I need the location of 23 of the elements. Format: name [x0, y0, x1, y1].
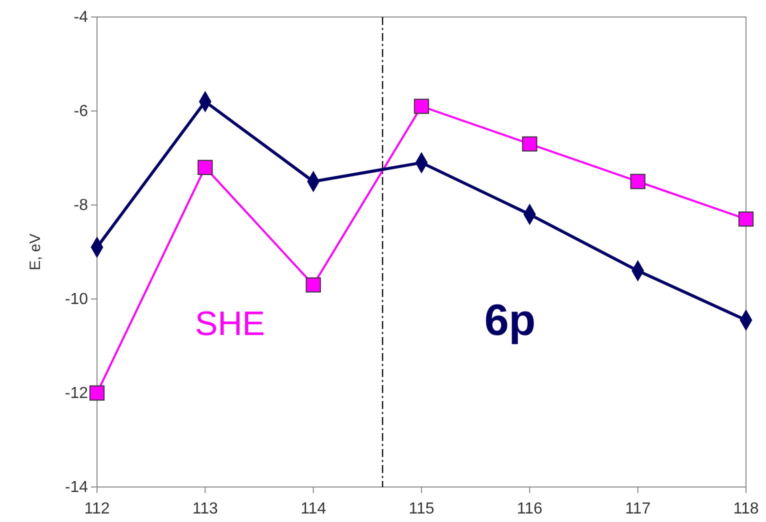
point [306, 277, 321, 292]
point [198, 160, 213, 175]
x-tick-label: 118 [733, 500, 759, 518]
x-tick-label: 115 [408, 500, 434, 518]
y-tick-label: -8 [74, 197, 88, 214]
series-label: 6p [484, 296, 536, 345]
x-tick-label: 114 [300, 500, 326, 518]
point [522, 136, 538, 152]
y-tick-label: -14 [64, 479, 88, 496]
y-tick-label: -10 [64, 291, 88, 308]
point [414, 98, 430, 114]
y-tick-label: -6 [74, 103, 88, 120]
point [630, 174, 646, 190]
x-tick-label: 112 [84, 500, 110, 518]
point [738, 212, 754, 227]
series-label: SHE [195, 305, 265, 343]
y-axis-title: E, eV [27, 234, 44, 270]
x-tick-label: 113 [192, 500, 218, 518]
y-tick-label: -4 [74, 9, 88, 26]
x-tick-label: 116 [516, 500, 543, 518]
y-tick-label: -12 [64, 385, 88, 402]
x-tick-label: 117 [625, 500, 651, 518]
point [89, 385, 105, 401]
